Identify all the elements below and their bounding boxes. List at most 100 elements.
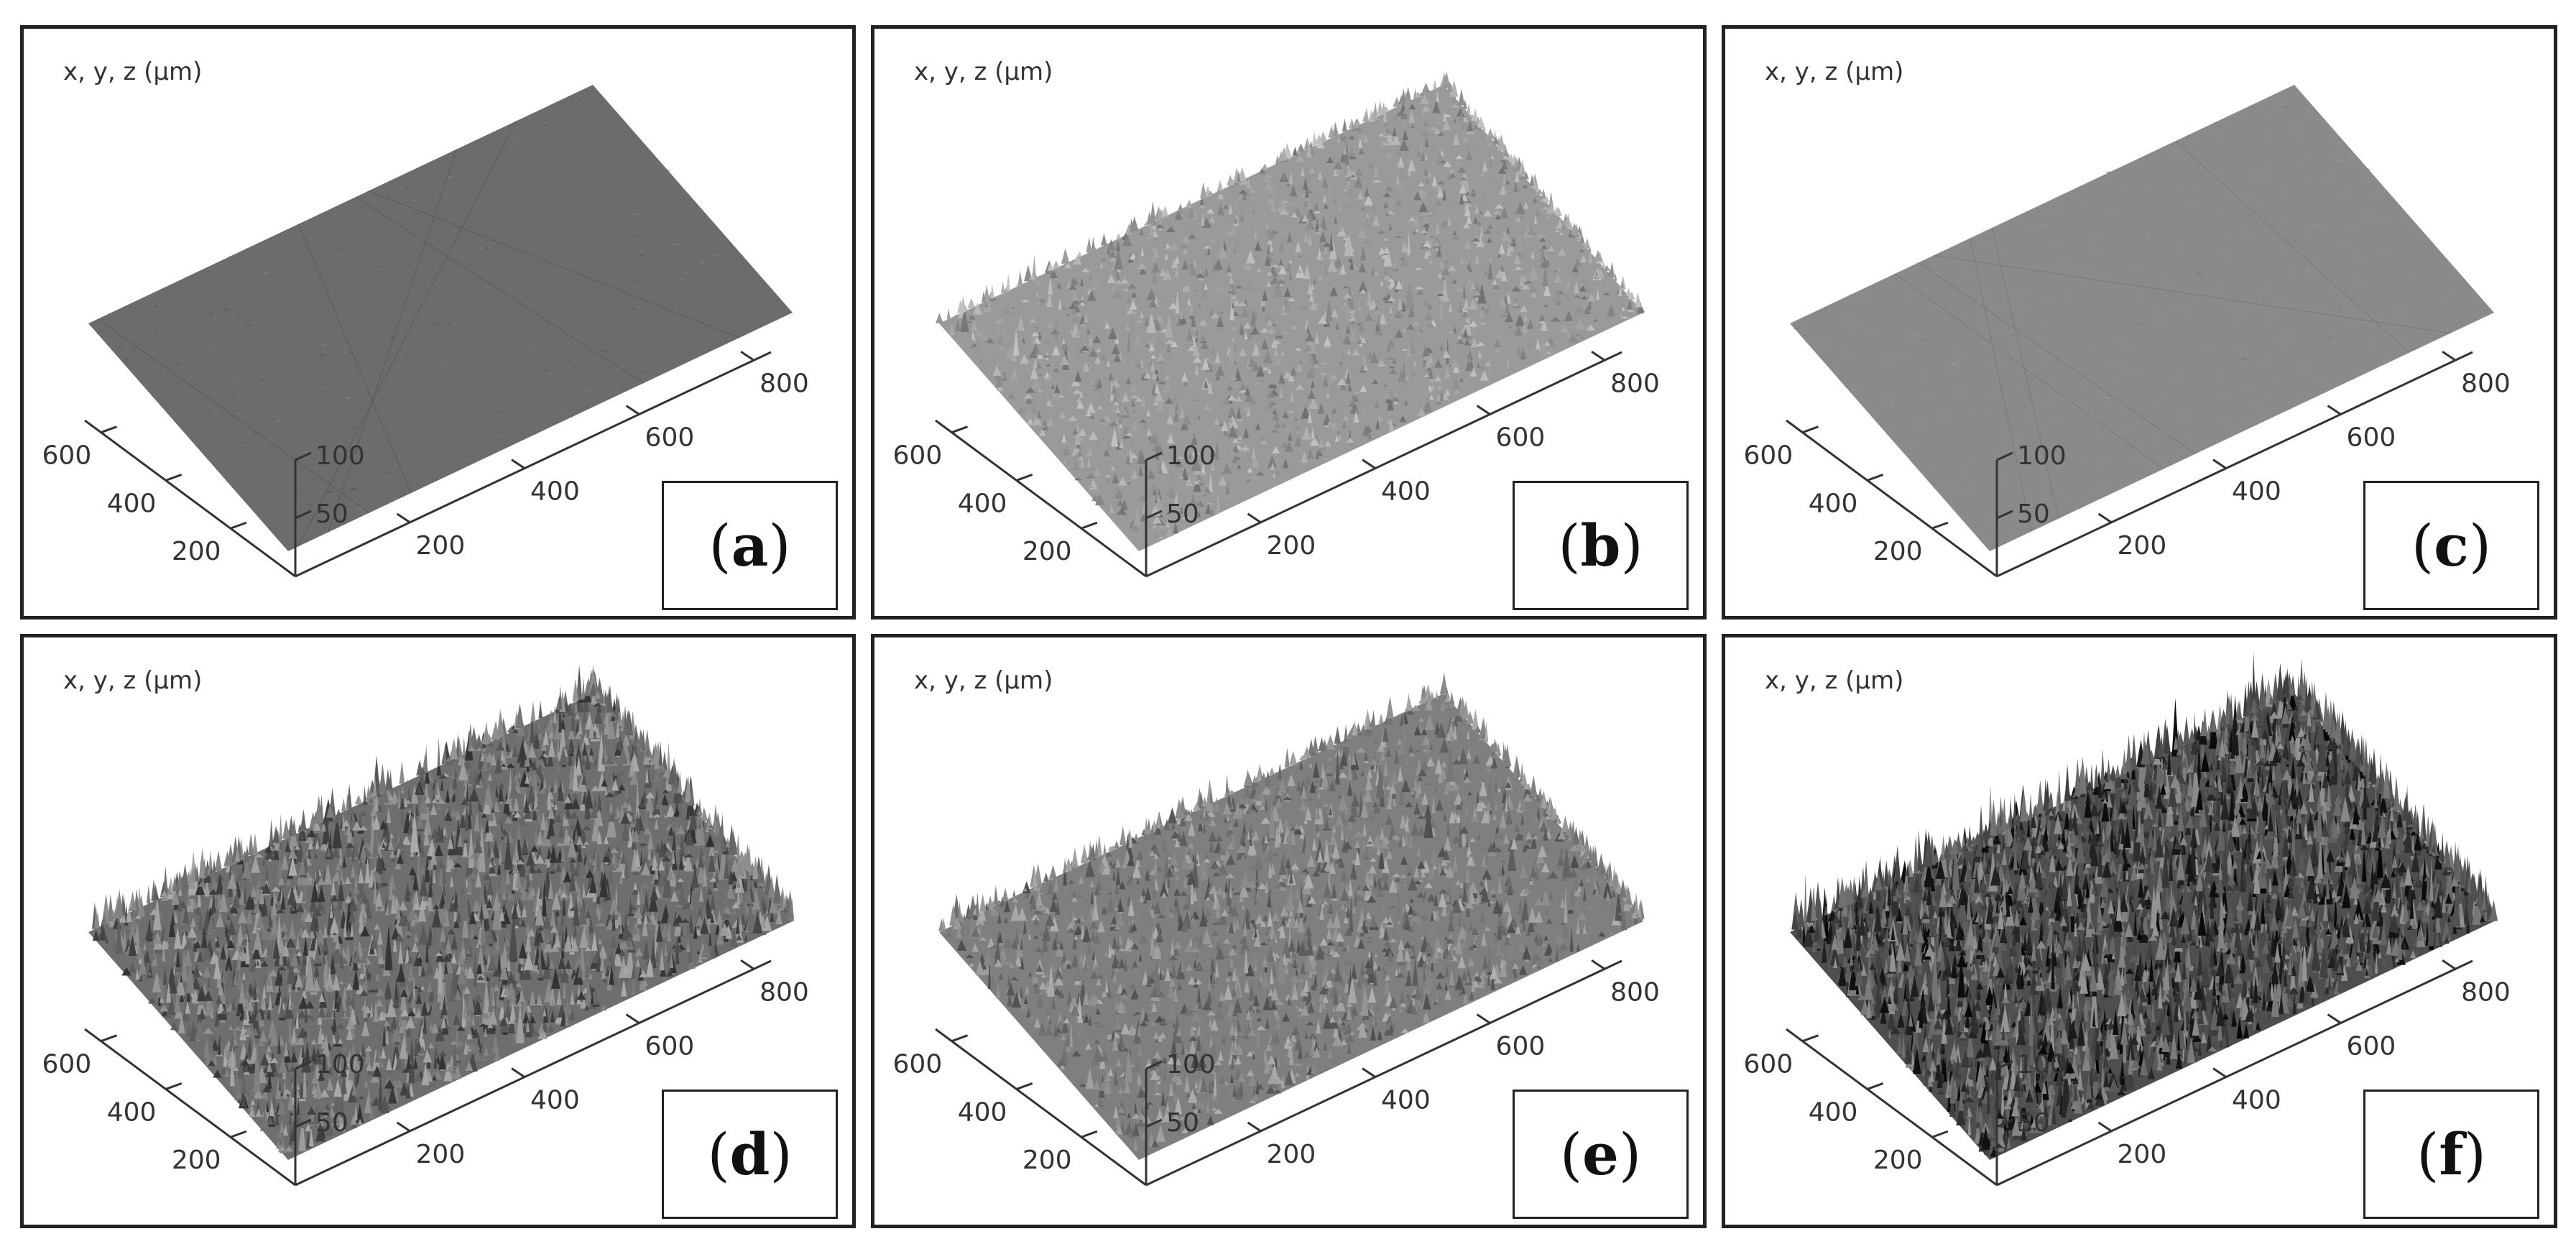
z-tick-label: 50: [1166, 499, 1199, 529]
z-tick: [295, 1118, 312, 1128]
y-tick: [165, 474, 183, 482]
panel-d: x, y, z (µm) 200 400 600 800 200 400 600 50 100 …: [20, 634, 856, 1228]
x-tick-label: 800: [2461, 977, 2511, 1007]
y-tick-label: 600: [42, 1050, 92, 1079]
x-tick-label: 400: [2232, 477, 2281, 507]
y-tick-label: 200: [1022, 537, 1072, 566]
z-tick: [1145, 510, 1163, 520]
z-tick-label: 50: [1166, 1108, 1199, 1138]
y-tick-label: 400: [107, 1097, 157, 1127]
x-tick: [2212, 1067, 2227, 1078]
y-tick: [1802, 1034, 1819, 1043]
y-tick-label: 400: [1809, 489, 1858, 518]
x-tick: [1362, 459, 1376, 469]
x-tick-label: 400: [1381, 1086, 1431, 1115]
z-tick: [295, 451, 312, 461]
y-axis: [935, 419, 1147, 578]
x-tick-label: 800: [760, 369, 809, 398]
x-tick: [2097, 1121, 2113, 1133]
axis-title: x, y, z (µm): [914, 57, 1053, 86]
label-close: ): [770, 1120, 793, 1188]
y-tick: [101, 1034, 118, 1043]
panel-label: (e): [1513, 1090, 1689, 1219]
x-tick-label: 400: [530, 477, 580, 507]
y-tick-label: 200: [1873, 537, 1923, 566]
label-close: ): [768, 512, 791, 579]
surface-texture: [938, 671, 1645, 1151]
y-tick: [951, 425, 969, 434]
z-tick: [1996, 510, 2013, 520]
x-tick: [1591, 959, 1605, 970]
panel-label: (c): [2363, 481, 2539, 610]
z-tick-label: 50: [2017, 499, 2050, 529]
y-tick: [1867, 474, 1884, 482]
panel-c: x, y, z (µm) 200 400 600 800 200 400 600 50 100 …: [1722, 25, 2557, 620]
x-tick: [2097, 512, 2113, 524]
label-open: (: [1559, 1120, 1583, 1188]
label-open: (: [708, 512, 731, 579]
x-tick-label: 400: [1381, 477, 1431, 507]
y-tick-label: 400: [107, 489, 157, 518]
surface-texture: [91, 665, 795, 1153]
y-tick-label: 400: [958, 1097, 1007, 1127]
label-open: (: [707, 1120, 730, 1188]
z-tick-label: 50: [315, 499, 348, 529]
x-axis: [1996, 959, 2473, 1187]
y-tick-label: 600: [893, 1050, 943, 1079]
z-tick-label: 50: [315, 1108, 348, 1138]
x-tick-label: 600: [1496, 423, 1546, 452]
x-tick: [625, 1013, 640, 1024]
panel-f: x, y, z (µm) 200 400 600 800 200 400 600 50 100 …: [1722, 634, 2557, 1228]
x-tick-label: 800: [1610, 977, 1660, 1007]
panel-e: x, y, z (µm) 200 400 600 800 200 400 600 50 100 …: [871, 634, 1707, 1228]
y-tick: [1867, 1082, 1884, 1090]
y-tick: [101, 425, 118, 434]
y-tick: [165, 1082, 183, 1090]
y-tick: [1931, 1130, 1949, 1138]
x-tick-label: 800: [760, 977, 809, 1007]
z-tick-label: 100: [2017, 1050, 2067, 1079]
x-tick: [740, 959, 754, 970]
panel-label: (a): [662, 481, 838, 610]
z-tick: [1145, 1118, 1163, 1128]
label-open: (: [2416, 1120, 2439, 1188]
x-axis: [1996, 351, 2473, 578]
x-tick: [625, 405, 640, 415]
x-axis: [295, 959, 772, 1187]
label-letter: a: [731, 512, 769, 579]
panel-label: (d): [662, 1090, 838, 1219]
label-letter: b: [1580, 512, 1621, 579]
x-tick: [511, 1067, 525, 1078]
z-tick-label: 50: [2017, 1108, 2050, 1138]
y-tick-label: 600: [42, 441, 92, 471]
y-tick-label: 200: [1873, 1146, 1923, 1175]
z-tick: [295, 1060, 312, 1070]
x-tick-label: 200: [416, 531, 466, 561]
y-tick-label: 600: [1744, 1050, 1793, 1079]
surface-plot: 200 400 600 800 200 400 600 50 100: [1744, 652, 2511, 1187]
x-tick: [2327, 405, 2342, 415]
x-tick-label: 600: [2347, 423, 2396, 452]
z-tick: [295, 510, 312, 520]
x-tick-label: 600: [645, 1031, 695, 1061]
panel-b: x, y, z (µm) 200 400 600 800 200 400 600 50 100 …: [871, 25, 1707, 620]
x-tick-label: 200: [2118, 1140, 2167, 1169]
y-tick: [1802, 425, 1819, 434]
x-tick: [1591, 351, 1605, 361]
label-letter: e: [1582, 1120, 1619, 1188]
surface-plot: 200 400 600 800 200 400 600 50 100: [1744, 85, 2511, 578]
label-close: ): [1618, 1120, 1642, 1188]
x-tick: [1476, 1013, 1491, 1024]
axis-title: x, y, z (µm): [63, 666, 203, 695]
x-tick: [396, 1121, 411, 1133]
x-tick-label: 800: [2461, 369, 2511, 398]
y-axis: [1786, 1028, 1998, 1187]
y-tick: [1016, 1082, 1033, 1090]
y-axis: [1786, 419, 1998, 578]
label-close: ): [2468, 512, 2492, 579]
x-axis: [1145, 959, 1622, 1187]
x-tick-label: 600: [1496, 1031, 1546, 1061]
surface-plot: 200 400 600 800 200 400 600 50 100: [42, 85, 809, 578]
z-tick-label: 100: [315, 1050, 365, 1079]
x-tick: [2442, 351, 2456, 361]
